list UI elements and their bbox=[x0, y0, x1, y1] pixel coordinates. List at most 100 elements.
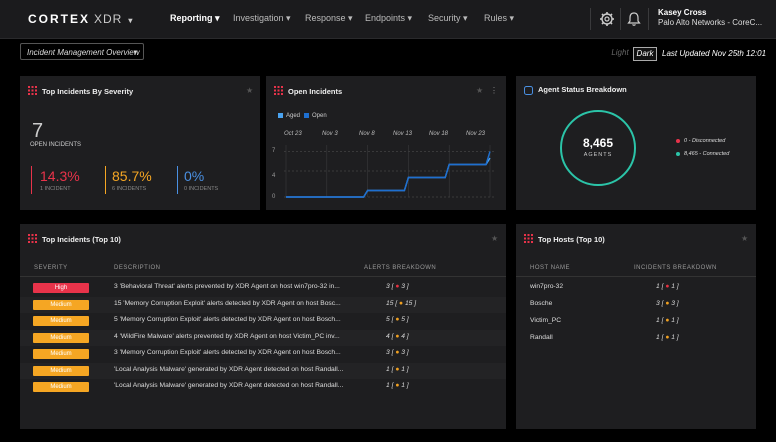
bracket: [ bbox=[659, 300, 666, 307]
host-name[interactable]: win7pro-32 bbox=[530, 283, 564, 290]
alerts-breakdown: 1 [ ● 1 ] bbox=[386, 366, 409, 373]
star-icon[interactable]: ★ bbox=[476, 86, 484, 95]
host-name[interactable]: Randall bbox=[530, 334, 553, 341]
host-name[interactable]: Victim_PC bbox=[530, 317, 562, 324]
bracket: [ bbox=[659, 334, 666, 341]
table-row[interactable]: Victim_PC 1 [ ● 1 ] bbox=[516, 314, 756, 330]
menu-reporting[interactable]: Reporting ▾ bbox=[170, 13, 220, 23]
incident-description[interactable]: 4 'WildFire Malware' alerts prevented by… bbox=[114, 332, 340, 340]
severity-dot-icon: ● bbox=[395, 382, 402, 389]
user-menu[interactable]: Kasey Cross Palo Alto Networks - CoreC..… bbox=[658, 8, 776, 28]
incident-count: 3 bbox=[656, 300, 660, 307]
alert-inner-count: 5 bbox=[401, 316, 405, 323]
legend-disconnected: 0 - Disconnected bbox=[676, 138, 725, 144]
menu-endpoints[interactable]: Endpoints ▾ bbox=[365, 13, 413, 23]
table-row[interactable]: Medium 'Local Analysis Malware' generated… bbox=[20, 362, 506, 379]
grid-icon bbox=[274, 86, 283, 95]
cortex-logo[interactable]: CORTEX XDR ▾ bbox=[28, 12, 134, 26]
table-row[interactable]: Bosche 3 [ ● 3 ] bbox=[516, 297, 756, 313]
bracket: ] bbox=[404, 332, 409, 340]
column-header-alerts[interactable]: ALERTS BREAKDOWN bbox=[364, 265, 437, 271]
incident-description[interactable]: 3 'Memory Corruption Exploit' alerts det… bbox=[114, 349, 341, 356]
incident-description[interactable]: 'Local Analysis Malware' generated by XD… bbox=[114, 382, 344, 389]
bracket: ] bbox=[674, 283, 679, 290]
incident-description[interactable]: 'Local Analysis Malware' generated by XD… bbox=[114, 365, 344, 373]
host-name[interactable]: Bosche bbox=[530, 300, 553, 307]
table-row[interactable]: Medium 5 'Memory Corruption Exploit' aler… bbox=[20, 313, 506, 329]
series-line-open bbox=[286, 151, 491, 198]
theme-light-toggle[interactable]: Light bbox=[611, 48, 629, 57]
column-header-description[interactable]: DESCRIPTION bbox=[114, 265, 161, 271]
legend-dot bbox=[676, 151, 680, 156]
theme-dark-toggle[interactable]: Dark bbox=[633, 47, 657, 61]
alerts-breakdown: 15 [ ● 15 ] bbox=[386, 300, 416, 307]
table-row[interactable]: Medium 4 'WildFire Malware' alerts preven… bbox=[20, 329, 506, 346]
alert-inner-count: 3 bbox=[401, 283, 405, 290]
incidents-breakdown: 3 [ ● 3 ] bbox=[656, 300, 679, 307]
table-row[interactable]: Medium 'Local Analysis Malware' generated… bbox=[20, 379, 506, 395]
x-tick-label: Nov 8 bbox=[359, 131, 375, 137]
dashboard-select[interactable]: Incident Management Overview ▾ bbox=[20, 43, 144, 60]
table-row[interactable]: High 3 'Behavioral Threat' alerts prevent… bbox=[20, 280, 506, 296]
gear-icon[interactable] bbox=[598, 10, 616, 28]
incident-description[interactable]: 15 'Memory Corruption Exploit' alerts de… bbox=[114, 299, 341, 307]
widget-title: Open Incidents bbox=[288, 87, 343, 96]
star-icon[interactable]: ★ bbox=[491, 234, 499, 243]
agent-status-widget: Agent Status Breakdown 8,465 AGENTS 0 - … bbox=[516, 76, 756, 210]
incident-description[interactable]: 5 'Memory Corruption Exploit' alerts det… bbox=[114, 316, 341, 323]
x-tick-label: Nov 3 bbox=[322, 131, 338, 137]
incident-description[interactable]: 3 'Behavioral Threat' alerts prevented b… bbox=[114, 283, 340, 290]
agent-donut: 8,465 AGENTS bbox=[560, 110, 636, 186]
legend-aged: Aged bbox=[278, 113, 300, 119]
table-row[interactable]: Medium 3 'Memory Corruption Exploit' aler… bbox=[20, 346, 506, 362]
more-options-icon[interactable]: ⋮ bbox=[490, 86, 498, 95]
incident-count: 1 bbox=[656, 283, 660, 290]
severity-dot-icon: ● bbox=[395, 316, 402, 323]
agent-total: 8,465 bbox=[582, 136, 614, 150]
severity-bar-low bbox=[177, 166, 178, 194]
bracket: ] bbox=[404, 316, 409, 323]
column-header-host[interactable]: HOST NAME bbox=[530, 265, 571, 271]
bracket: ] bbox=[412, 299, 417, 307]
severity-dot-icon: ● bbox=[665, 300, 672, 307]
open-incidents-widget: Open Incidents ★ ⋮ Aged Open Oct 23 Nov … bbox=[266, 76, 506, 210]
menu-rules[interactable]: Rules ▾ bbox=[484, 13, 515, 23]
table-row[interactable]: win7pro-32 1 [ ● 1 ] bbox=[516, 280, 756, 296]
severity-low-label: 0 INCIDENTS bbox=[184, 186, 219, 192]
menu-investigation[interactable]: Investigation ▾ bbox=[233, 13, 291, 23]
alert-inner-count: 4 bbox=[401, 332, 405, 340]
chevron-down-icon: ▾ bbox=[133, 49, 137, 56]
bracket: ] bbox=[674, 300, 679, 307]
table-row[interactable]: Medium 15 'Memory Corruption Exploit' ale… bbox=[20, 296, 506, 313]
severity-dot-icon: ● bbox=[665, 283, 672, 290]
top-nav: CORTEX XDR ▾ Reporting ▾ Investigation ▾ R… bbox=[0, 0, 776, 39]
incident-count: 1 bbox=[656, 317, 660, 324]
widget-title: Top Incidents By Severity bbox=[42, 87, 134, 96]
top-incidents-widget: Top Incidents (Top 10) ★ SEVERITY DESCRI… bbox=[20, 224, 506, 429]
severity-badge: Medium bbox=[33, 382, 89, 392]
widget-title: Top Hosts (Top 10) bbox=[538, 235, 605, 244]
star-icon[interactable]: ★ bbox=[741, 234, 749, 243]
menu-response[interactable]: Response ▾ bbox=[305, 13, 353, 23]
severity-medium-label: 6 INCIDENTS bbox=[112, 186, 147, 192]
legend-swatch bbox=[304, 113, 309, 118]
open-incidents-label: OPEN INCIDENTS bbox=[30, 142, 82, 148]
alert-count: 4 bbox=[386, 332, 390, 340]
incidents-breakdown: 1 [ ● 1 ] bbox=[656, 317, 679, 324]
column-header-severity[interactable]: SEVERITY bbox=[34, 265, 68, 271]
table-row[interactable]: Randall 1 [ ● 1 ] bbox=[516, 331, 756, 347]
logo-xdr: XDR bbox=[94, 12, 123, 26]
bracket: [ bbox=[393, 299, 400, 307]
bell-icon[interactable] bbox=[625, 10, 643, 28]
severity-badge: Medium bbox=[33, 349, 89, 359]
bracket: [ bbox=[659, 283, 666, 290]
menu-security[interactable]: Security ▾ bbox=[428, 13, 468, 23]
alert-inner-count: 1 bbox=[401, 382, 405, 389]
x-tick-label: Nov 18 bbox=[429, 131, 449, 137]
column-header-incidents[interactable]: INCIDENTS BREAKDOWN bbox=[634, 265, 717, 271]
severity-high-label: 1 INCIDENT bbox=[40, 186, 71, 192]
star-icon[interactable]: ★ bbox=[246, 86, 254, 95]
bracket: ] bbox=[404, 382, 409, 389]
x-tick-label: Oct 23 bbox=[284, 131, 302, 137]
severity-badge: Medium bbox=[33, 365, 89, 376]
